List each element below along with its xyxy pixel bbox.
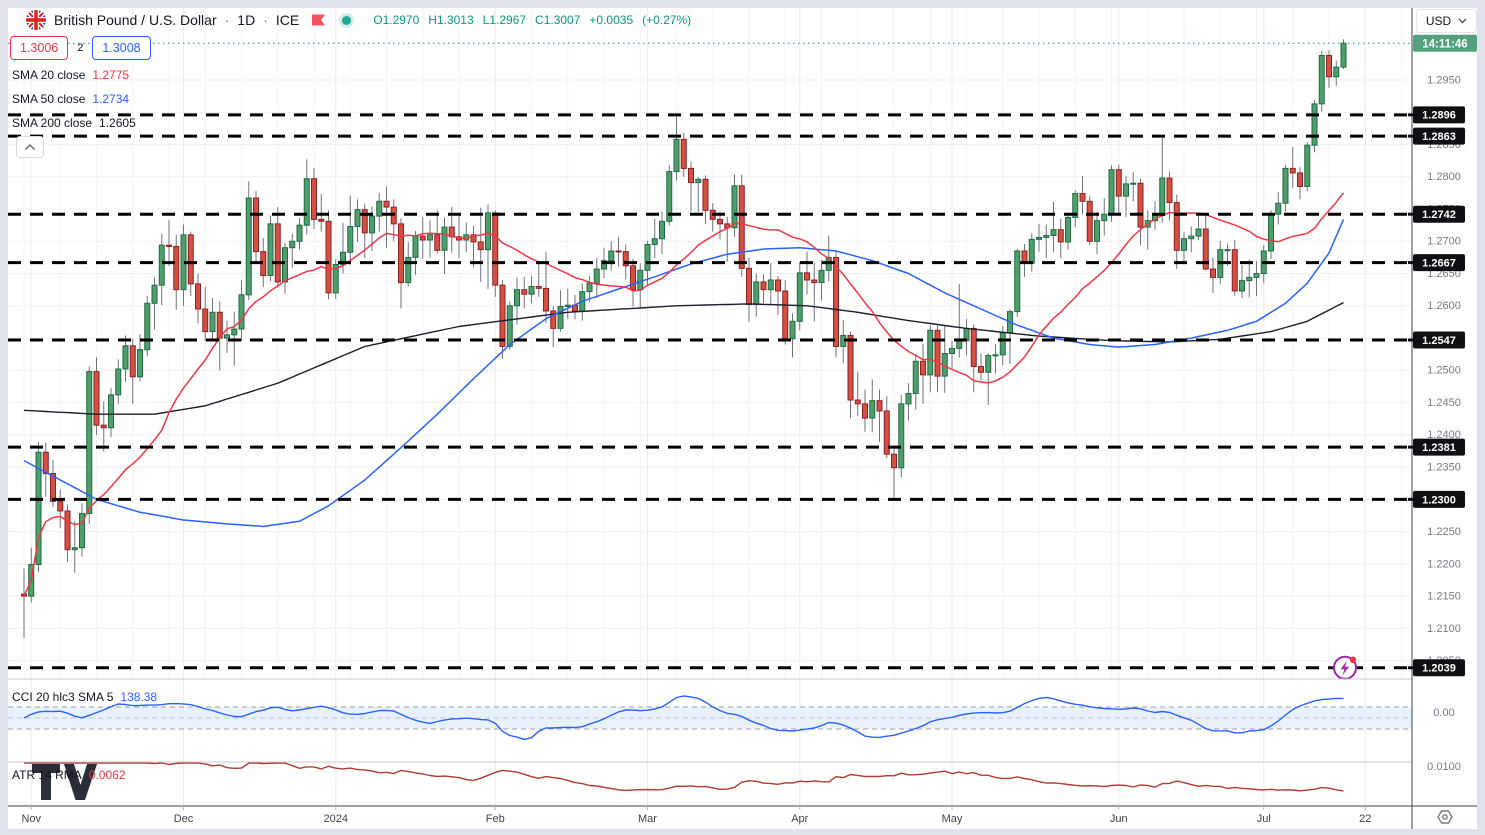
tradingview-watermark-icon [32,764,97,800]
chevron-up-icon [24,143,36,151]
collapse-legend-button[interactable] [16,136,44,158]
level-price-badge [1413,331,1465,349]
cci-line [23,695,1344,741]
svg-text:1.2863: 1.2863 [1422,131,1456,143]
interval-button[interactable]: 1D [237,12,256,28]
open-value: 1.2970 [382,13,420,27]
svg-text:1.2896: 1.2896 [1422,110,1456,122]
svg-text:1.2350: 1.2350 [1427,462,1461,474]
gbp-flag-icon[interactable] [26,10,46,30]
ask-button[interactable]: 1.3008 [92,36,151,60]
close-value: 1.3007 [543,13,581,27]
svg-text:0.00: 0.00 [1433,707,1454,719]
symbol-title[interactable]: British Pound / U.S. Dollar [54,12,217,28]
change-value: +0.0035 [589,13,634,27]
svg-text:14:11:46: 14:11:46 [1422,38,1467,50]
low-value: 1.2967 [489,13,527,27]
atr-line [24,762,1344,792]
level-price-badge [1413,254,1465,272]
svg-text:1.2300: 1.2300 [1422,494,1456,506]
currency-dropdown[interactable]: USD [1416,9,1477,33]
svg-text:1.2400: 1.2400 [1427,429,1461,441]
candles-layer [21,39,1347,639]
sma20-value: 1.2775 [92,68,130,82]
svg-text:Apr: Apr [791,813,808,825]
ohlc-readout: O1.2970 H1.3013 L1.2967 C1.3007 +0.0035 … [373,13,692,27]
high-value: 1.3013 [436,13,474,27]
svg-text:1.2600: 1.2600 [1427,300,1461,312]
svg-text:Jul: Jul [1257,813,1271,825]
bid-button[interactable]: 1.3006 [10,36,69,60]
svg-text:1.2950: 1.2950 [1427,74,1461,86]
bid-ask-row: 1.3006 2 1.3008 [10,36,151,60]
level-price-badge [1413,659,1465,677]
svg-text:1.2500: 1.2500 [1427,365,1461,377]
level-price-badge [1413,490,1465,508]
svg-text:1.2667: 1.2667 [1422,257,1456,269]
svg-text:Mar: Mar [638,813,657,825]
atr-value: 0.0062 [88,768,126,782]
svg-text:Nov: Nov [21,813,41,825]
sma50-line [23,219,1345,528]
svg-text:1.2742: 1.2742 [1422,209,1456,221]
market-status-dot-icon[interactable] [342,15,352,25]
svg-text:Jun: Jun [1110,813,1128,825]
svg-text:Dec: Dec [174,813,194,825]
svg-text:1.2039: 1.2039 [1422,663,1456,675]
spread-value: 2 [77,42,84,54]
price-axis[interactable] [1412,8,1477,829]
svg-text:1.2547: 1.2547 [1422,335,1456,347]
svg-text:1.2250: 1.2250 [1427,526,1461,538]
svg-text:May: May [942,813,963,825]
symbol-header: British Pound / U.S. Dollar · 1D · ICE O… [26,9,691,31]
svg-text:22: 22 [1359,813,1371,825]
level-price-badge [1413,205,1465,223]
svg-text:2024: 2024 [324,813,348,825]
cci-value: 138.38 [120,690,158,704]
sma50-value: 1.2734 [92,92,130,106]
svg-text:Feb: Feb [486,813,505,825]
bar-countdown-badge [1413,34,1477,52]
sma200-value: 1.2605 [99,116,136,130]
svg-text:1.2100: 1.2100 [1427,623,1461,635]
legend-sma200[interactable]: SMA 200 close 1.2605 [12,116,136,130]
chevron-down-icon [1458,18,1467,24]
svg-text:1.2700: 1.2700 [1427,236,1461,248]
level-price-badge [1413,106,1465,124]
level-price-badge [1413,127,1465,145]
axis-settings-gear-icon[interactable] [1437,810,1453,824]
exchange-label[interactable]: ICE [275,12,300,28]
svg-text:1.2450: 1.2450 [1427,397,1461,409]
svg-text:0.0100: 0.0100 [1427,761,1461,773]
legend-sma50[interactable]: SMA 50 close 1.2734 [12,92,130,106]
sma20-line [23,192,1345,597]
svg-text:1.2200: 1.2200 [1427,558,1461,570]
change-percent: (+0.27%) [642,13,692,27]
svg-text:1.2381: 1.2381 [1422,442,1456,454]
svg-text:1.2800: 1.2800 [1427,171,1461,183]
level-price-badge [1413,438,1465,456]
legend-sma20[interactable]: SMA 20 close 1.2775 [12,68,130,82]
sma200-line [23,301,1344,415]
legend-cci[interactable]: CCI 20 hlc3 SMA 5 138.38 [12,690,158,704]
legend-atr[interactable]: ATR 14 RMA 0.0062 [12,768,126,782]
flagged-marker-icon[interactable] [311,12,326,28]
svg-text:1.2150: 1.2150 [1427,591,1461,603]
alert-badge-dot [1349,656,1357,663]
